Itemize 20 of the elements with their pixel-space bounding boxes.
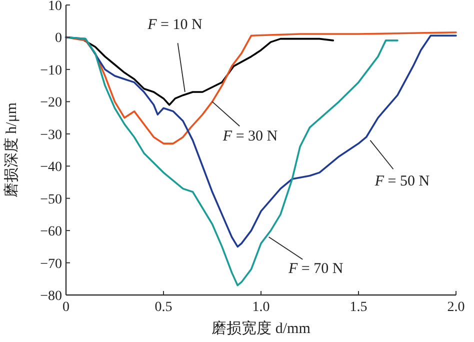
x-tick-label: 1.5 xyxy=(350,300,368,315)
x-tick-label: 1.0 xyxy=(252,300,270,315)
y-tick-label: −30 xyxy=(40,128,62,143)
y-tick-label: −70 xyxy=(40,256,62,272)
y-tick-label: −10 xyxy=(40,63,62,78)
x-axis-title: 磨损宽度 d/mm xyxy=(212,320,311,337)
y-tick-label: −20 xyxy=(40,96,62,111)
y-tick-label: −40 xyxy=(40,160,62,176)
y-axis-title: 磨损深度 h/μm xyxy=(3,102,20,198)
annotation: F = 10 N xyxy=(146,17,202,33)
y-tick-label: −60 xyxy=(40,224,62,240)
x-tick-label: 2.0 xyxy=(447,300,465,315)
annotation: F = 30 N xyxy=(222,128,278,145)
y-tick-label: 10 xyxy=(48,0,62,14)
x-tick-label: 0.5 xyxy=(154,300,172,315)
y-tick-label: 0 xyxy=(55,31,62,46)
annotation: F = 70 N xyxy=(287,261,344,277)
annotation: F = 50 N xyxy=(374,173,430,190)
y-tick-label: −80 xyxy=(40,289,62,304)
y-tick-label: −50 xyxy=(40,192,62,208)
